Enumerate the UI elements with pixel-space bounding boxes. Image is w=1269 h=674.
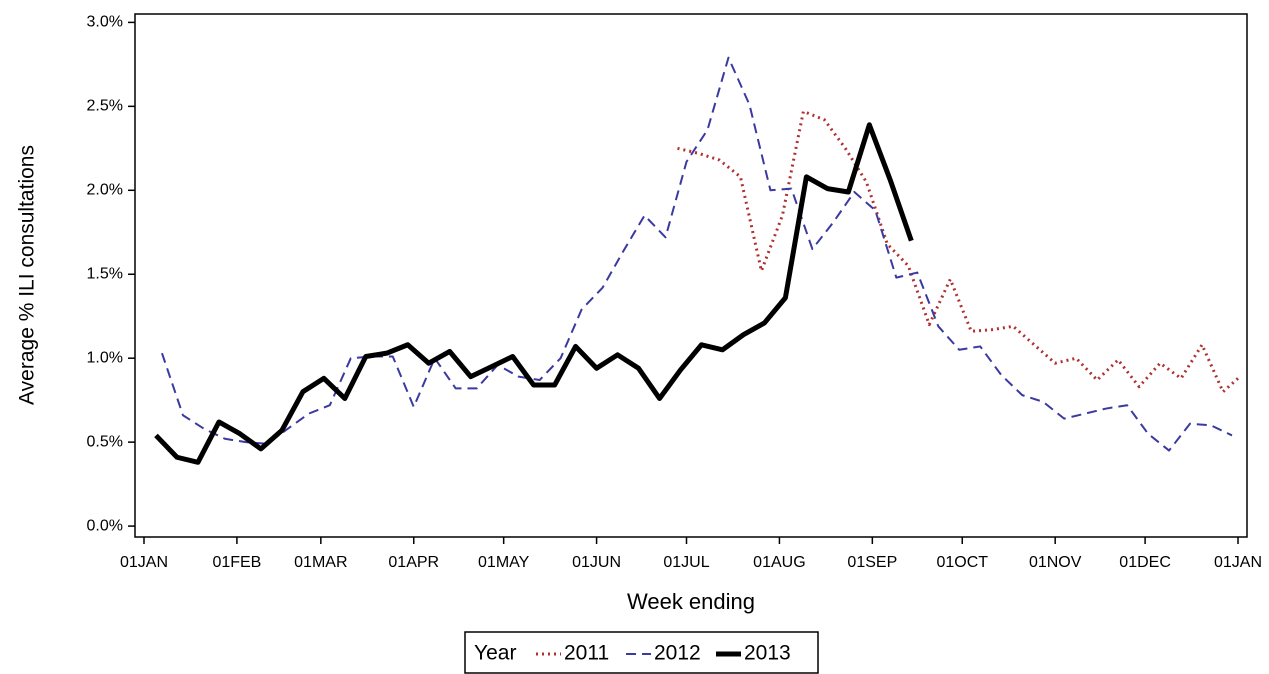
x-tick-label: 01SEP <box>847 554 897 571</box>
plot-frame <box>134 13 1248 538</box>
series-line <box>154 122 914 465</box>
legend-label: 2013 <box>744 642 791 665</box>
y-tick-label: 3.0% <box>87 14 123 31</box>
series-line <box>677 109 1240 394</box>
x-tick-label: 01JAN <box>1214 554 1262 571</box>
legend-label: 2011 <box>564 642 609 665</box>
legend-label: 2012 <box>654 642 701 665</box>
series-line <box>161 56 1233 452</box>
y-tick-label: 0.0% <box>87 517 123 534</box>
x-tick-label: 01NOV <box>1029 554 1082 571</box>
y-tick-label: 1.5% <box>87 265 123 282</box>
x-tick-label: 01OCT <box>936 554 988 571</box>
x-tick-label: 01JUL <box>663 554 709 571</box>
y-tick-label: 1.0% <box>87 349 123 366</box>
y-axis-label: Average % ILI consultations <box>16 145 39 405</box>
x-tick-label: 01APR <box>388 554 439 571</box>
y-tick-label: 2.0% <box>87 182 123 199</box>
x-axis-label: Week ending <box>627 589 755 614</box>
x-tick-label: 01DEC <box>1119 554 1171 571</box>
x-tick-label: 01MAY <box>478 554 530 571</box>
x-tick-label: 01AUG <box>753 554 805 571</box>
x-tick-label: 01FEB <box>212 554 261 571</box>
legend-title: Year <box>474 642 516 665</box>
y-tick-label: 0.5% <box>87 433 123 450</box>
y-tick-label: 2.5% <box>87 98 123 115</box>
x-tick-label: 01MAR <box>294 554 347 571</box>
x-tick-label: 01JAN <box>120 554 168 571</box>
x-tick-label: 01JUN <box>572 554 621 571</box>
legend-box <box>464 631 819 674</box>
